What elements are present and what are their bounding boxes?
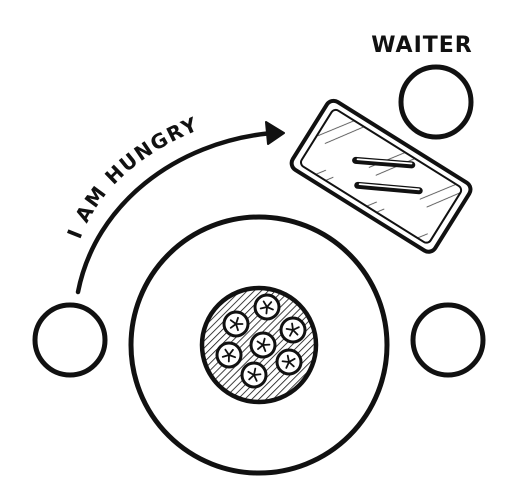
pizza-topping — [275, 348, 303, 376]
cart-utensil — [352, 156, 416, 169]
right-seat — [410, 302, 486, 378]
cart-utensil — [354, 181, 423, 195]
pizza-topping — [215, 341, 243, 369]
arrow-head — [265, 121, 285, 145]
pizza-topping — [279, 316, 307, 344]
pizza-topping — [249, 331, 277, 359]
speech-label: I AM HUNGRY — [62, 112, 202, 242]
waiter-seat — [398, 64, 474, 140]
cart-glass — [300, 108, 463, 244]
pizza-topping — [222, 310, 250, 338]
waiter-label: WAITER — [371, 33, 472, 58]
pizza-topping — [253, 293, 281, 321]
pizza-topping — [240, 361, 268, 389]
curved-arrow-icon — [75, 130, 275, 295]
pizza-icon — [199, 285, 319, 405]
serving-cart — [289, 98, 473, 254]
left-seat — [32, 302, 108, 378]
